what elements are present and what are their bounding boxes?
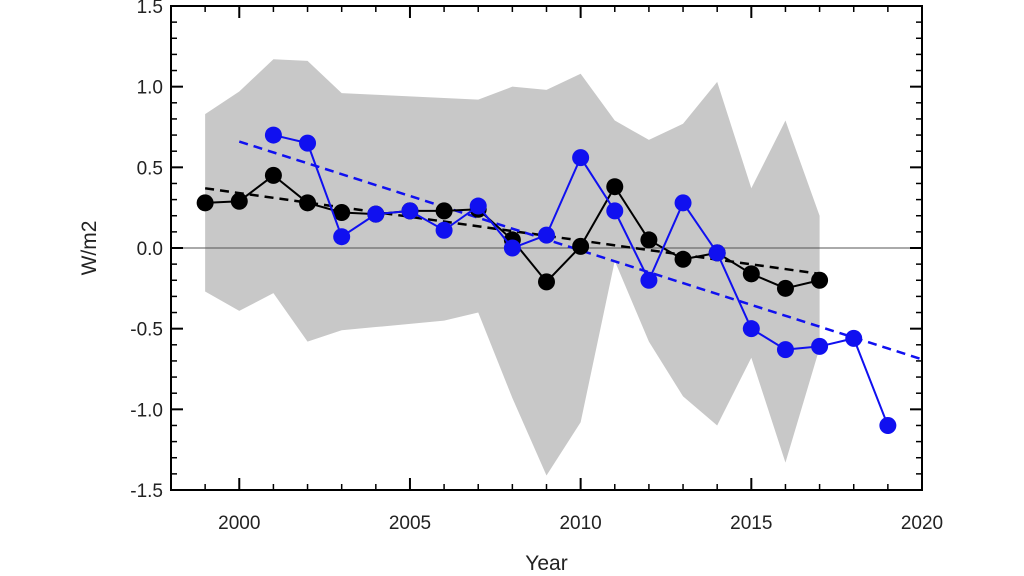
y-axis-title: W/m2 [78, 221, 101, 276]
series-2-point [811, 337, 829, 355]
x-tick-label: 2010 [559, 513, 601, 534]
series-2-point [469, 197, 487, 215]
series-1-point [333, 204, 351, 222]
series-2-point [503, 239, 521, 257]
series-2-point [538, 226, 555, 244]
series-1-point [742, 265, 760, 283]
series-2-point [572, 149, 590, 167]
series-2 [264, 126, 897, 434]
series-2-point [401, 202, 419, 220]
y-tick-label: -1.0 [130, 400, 163, 421]
tick-layer: 2000 2005 2010 2015 2020 -1.5 -1.0 -0.5 0.0 0.5 1.… [130, 0, 943, 534]
series-1-point [264, 166, 282, 184]
series-2-point [879, 416, 897, 434]
series-1-point [538, 273, 555, 291]
series-layer [196, 126, 897, 434]
series-2-point [606, 202, 624, 220]
x-tick-label: 2000 [218, 513, 260, 534]
series-2-point [333, 228, 351, 246]
series-2-point [299, 134, 317, 152]
y-tick-label: 1.0 [137, 78, 163, 99]
series-2-point [776, 341, 794, 359]
series-2-point [708, 244, 726, 262]
series-2-point [435, 221, 453, 239]
x-tick-label: 2020 [901, 513, 943, 534]
uncertainty-band [205, 59, 820, 476]
series-2-point [845, 329, 863, 347]
x-tick-label: 2005 [389, 513, 431, 534]
series-1-point [299, 194, 317, 212]
series-1-point [811, 271, 829, 289]
series-2-point [674, 194, 692, 212]
series-1-point [435, 202, 453, 220]
series-1-point [776, 279, 794, 297]
x-axis-title: Year [525, 552, 567, 575]
y-tick-label: 1.5 [137, 0, 163, 18]
series-2-point [264, 126, 282, 144]
series-2-point [742, 320, 760, 338]
x-tick-label: 2015 [730, 513, 772, 534]
y-tick-label: 0.5 [137, 158, 163, 179]
series-1-point [640, 231, 658, 249]
series-1-point [572, 237, 590, 255]
series-1-point [230, 192, 248, 210]
y-tick-label: 0.0 [137, 239, 163, 260]
y-tick-label: -0.5 [130, 320, 163, 341]
y-tick-label: -1.5 [130, 481, 163, 502]
series-1-point [674, 250, 692, 268]
uncertainty-band-layer [205, 59, 820, 476]
series-1-point [196, 194, 214, 212]
series-2-point [367, 205, 385, 223]
series-1-point [606, 178, 624, 196]
series-2-point [640, 271, 658, 289]
